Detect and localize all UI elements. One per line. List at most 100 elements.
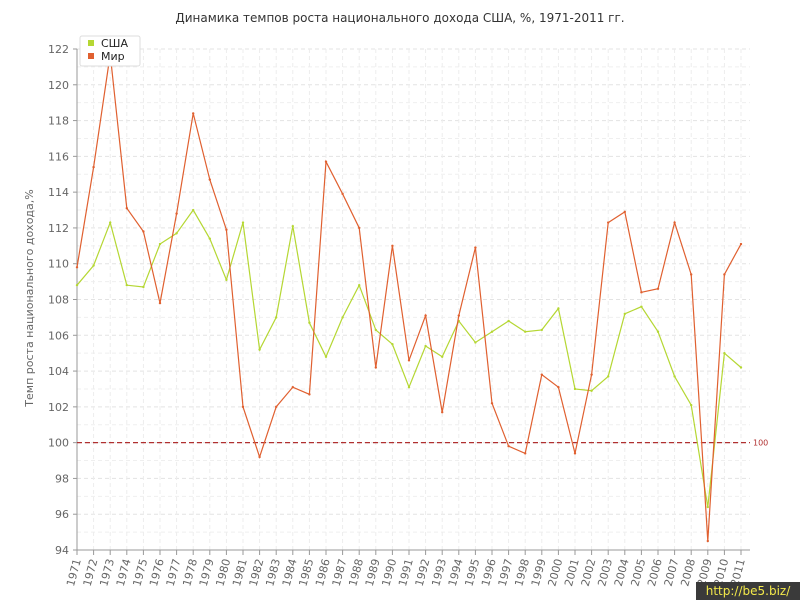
y-tick-label: 94 [55, 544, 69, 557]
series-1-point [690, 403, 693, 407]
series-2-point [125, 207, 128, 210]
series-1-point [590, 389, 593, 392]
series-2-point [424, 314, 427, 317]
series-1-point [557, 307, 560, 310]
y-tick-label: 96 [55, 508, 69, 521]
series-2-point [158, 301, 162, 305]
legend-box [79, 35, 141, 67]
series-1-point [524, 330, 527, 333]
series-2-point [341, 192, 344, 196]
series-1-point [158, 242, 162, 246]
series-1-point [490, 330, 494, 333]
y-tick-label: 114 [48, 186, 69, 199]
y-tick-label: 106 [48, 329, 69, 342]
series-2-point [607, 221, 610, 224]
y-tick-label: 122 [48, 43, 69, 56]
series-1-point [623, 312, 626, 316]
series-1-point [656, 330, 660, 333]
series-1-point [640, 305, 643, 308]
series-2-point [490, 402, 494, 405]
series-2-point [656, 287, 660, 290]
series-1-point [109, 221, 112, 224]
series-1-point [192, 208, 195, 212]
series-1-point [723, 351, 726, 355]
series-2-point [739, 242, 743, 246]
series-1-point [324, 355, 328, 358]
y-tick-label: 120 [48, 79, 69, 92]
series-2-point [291, 385, 294, 389]
series-2-point [142, 230, 145, 233]
reference-line-label: 100 [753, 439, 768, 448]
legend-label: Мир [101, 50, 125, 63]
series-1-point [540, 328, 543, 332]
series-2-point [208, 178, 211, 181]
series-1-point [175, 232, 178, 235]
y-tick-label: 118 [48, 115, 69, 128]
series-1-point [474, 341, 477, 344]
watermark-link[interactable]: http://be5.biz/ [696, 582, 800, 600]
y-axis-ticks: 94 96 98 100 102 104 106 108 110 112 114 116 118 120 1… [48, 43, 69, 557]
y-tick-label: 110 [48, 258, 69, 271]
series-1-point [75, 283, 79, 287]
series-2-point [557, 385, 560, 389]
y-tick-label: 108 [48, 294, 69, 307]
series-1-point [358, 283, 361, 287]
series-2-point [573, 452, 577, 455]
series-1-point [225, 278, 228, 282]
series-1-point [258, 348, 261, 351]
series-2-point [590, 373, 593, 376]
y-tick-label: 116 [48, 150, 69, 163]
series-2-point [374, 366, 377, 369]
series-2-point [474, 246, 477, 249]
legend-swatch [88, 40, 94, 46]
series-2-point [92, 165, 95, 169]
series-1-point [424, 344, 427, 348]
series-1-point [291, 224, 294, 228]
y-tick-label: 104 [48, 365, 69, 378]
series-1-point [607, 375, 610, 378]
series-1-point [92, 264, 95, 267]
y-axis-label: Темп роста национального дохода,% [23, 189, 36, 407]
series-2-point [640, 291, 643, 294]
series-1-point [241, 221, 245, 224]
series-1-point [125, 283, 128, 287]
series-2-point [275, 405, 278, 409]
reference-line-group: 100 [77, 439, 768, 448]
series-1-point [673, 375, 676, 378]
series-1-point [441, 355, 444, 358]
grid [76, 48, 750, 551]
series-group [75, 53, 743, 543]
y-tick-label: 100 [48, 437, 69, 450]
series-2-point [524, 452, 527, 455]
series-1-point [341, 316, 344, 319]
series-1-point [275, 316, 278, 319]
series-2-point [324, 160, 328, 163]
series-2-point [673, 221, 676, 224]
series-2-point [241, 405, 245, 409]
series-1-point [374, 328, 377, 332]
chart-title: Динамика темпов роста национального дохо… [175, 11, 624, 25]
series-2-point [258, 455, 261, 459]
series-2-point [225, 228, 228, 231]
series-1-point [507, 319, 510, 323]
series-1-point [706, 505, 709, 509]
series-1-point [739, 366, 743, 369]
series-2-point [192, 112, 195, 115]
legend-label: США [101, 37, 128, 50]
series-1-point [391, 343, 394, 346]
series-2-point [540, 373, 543, 376]
series-2-point [706, 539, 709, 543]
series-2-point [175, 212, 178, 215]
series-2-point [441, 411, 444, 414]
series-1-point [308, 321, 311, 324]
series-2-point [623, 210, 626, 214]
series-2-point [407, 359, 411, 362]
axes [73, 48, 750, 555]
series-2-point [358, 226, 361, 230]
series-2-point [75, 266, 79, 269]
x-axis-ticks: 1971197219731974197519761977197819791980… [64, 557, 748, 587]
legend-swatch [88, 53, 94, 59]
series-2-point [690, 273, 693, 276]
series-2-point [457, 314, 460, 317]
